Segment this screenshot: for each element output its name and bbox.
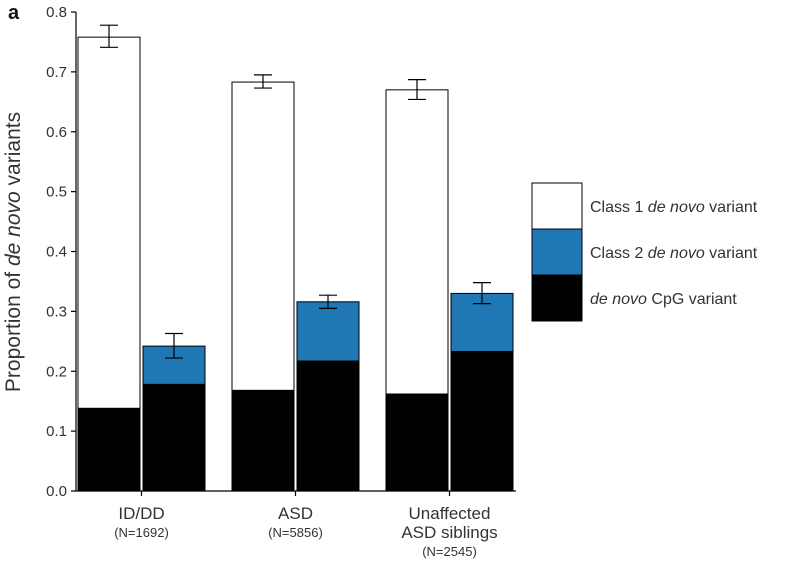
- y-tick-label: 0.2: [46, 363, 67, 380]
- x-category-label: ID/DD: [118, 504, 164, 523]
- legend-swatch-cpg: [531, 274, 583, 322]
- x-category-sample-size: (N=5856): [268, 525, 323, 540]
- bar-segment-cpg: [296, 360, 360, 492]
- legend-label-class1: Class 1 de novo variant: [590, 199, 758, 216]
- x-category-label: Unaffected: [409, 504, 491, 523]
- legend-label-cpg: de novo CpG variant: [590, 291, 737, 308]
- bar-segment-cpg: [77, 407, 141, 492]
- legend: Class 1 de novo variant Class 2 de novo v…: [531, 182, 758, 322]
- y-tick-label: 0.0: [46, 483, 67, 500]
- y-tick-label: 0.4: [46, 244, 67, 261]
- x-category-sample-size: (N=2545): [422, 544, 477, 559]
- bar-segment-cpg: [142, 383, 206, 492]
- legend-label-class2: Class 2 de novo variant: [590, 245, 758, 262]
- y-tick-label: 0.6: [46, 124, 67, 141]
- bar-segment-class1: [385, 89, 449, 395]
- y-tick-label: 0.3: [46, 303, 67, 320]
- panel-letter: a: [8, 2, 20, 24]
- legend-swatch-class1: [531, 182, 583, 230]
- bars-layer: [77, 36, 514, 492]
- bar-segment-cpg: [385, 393, 449, 492]
- bar-segment-class1: [77, 36, 141, 409]
- x-category-label: ASD siblings: [401, 523, 497, 542]
- y-tick-label: 0.7: [46, 64, 67, 81]
- y-axis-label: Proportion of de novo variants: [2, 112, 25, 392]
- y-tick-label: 0.5: [46, 184, 67, 201]
- error-bars-layer: [100, 24, 491, 359]
- y-axis-ticks: 0.0 0.1 0.2 0.3 0.4 0.5 0.6 0.7 0.8: [46, 4, 76, 500]
- x-category-sample-size: (N=1692): [114, 525, 169, 540]
- bar-segment-cpg: [450, 350, 514, 492]
- bar-segment-class2: [296, 301, 360, 362]
- y-tick-label: 0.8: [46, 4, 67, 21]
- bar-segment-class1: [231, 81, 295, 391]
- y-tick-label: 0.1: [46, 423, 67, 440]
- x-category-label: ASD: [278, 504, 313, 523]
- bar-segment-cpg: [231, 389, 295, 492]
- legend-swatch-class2: [531, 228, 583, 276]
